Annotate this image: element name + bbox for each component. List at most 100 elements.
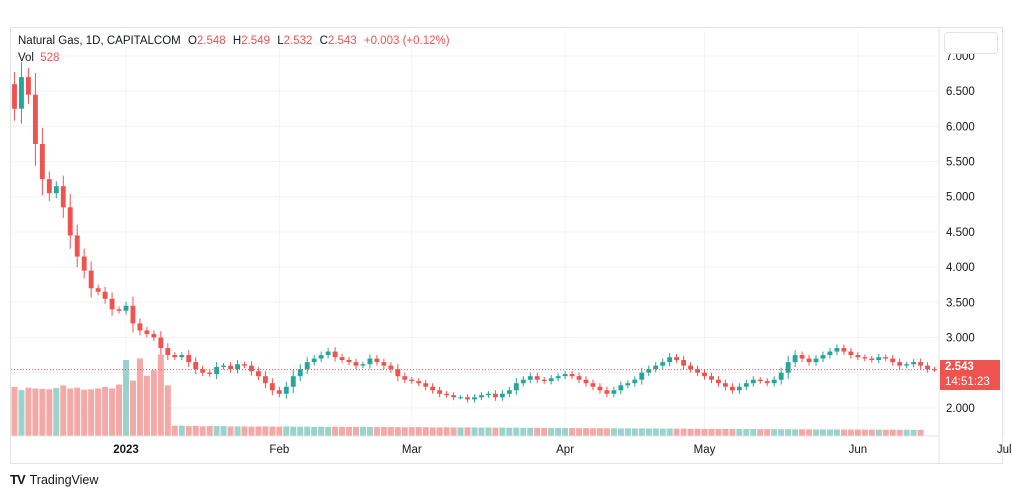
volume-bar	[11, 386, 18, 436]
time-tick-label: 2023	[113, 444, 139, 456]
time-tick-label: May	[694, 444, 716, 456]
volume-bar	[868, 429, 875, 436]
volume-bar	[171, 425, 178, 436]
volume-bar	[513, 427, 520, 436]
volume-bar	[109, 388, 116, 436]
volume-bar	[750, 429, 757, 436]
time-tick-label: Apr	[556, 444, 574, 456]
candle-body	[276, 390, 282, 394]
volume-bar	[269, 426, 276, 436]
candle-body	[109, 298, 115, 310]
price-tick-label: 3.500	[946, 297, 975, 309]
volume-bar	[241, 426, 248, 436]
volume-bar	[206, 426, 213, 436]
candle-body	[283, 386, 289, 394]
candle-body	[722, 383, 728, 387]
legend-close-value: 2.543	[327, 35, 357, 47]
volume-bar	[67, 388, 74, 436]
volume-bar	[178, 425, 185, 436]
volume-bar	[136, 358, 143, 436]
time-tick-label: Jun	[849, 444, 868, 456]
candle-body	[479, 395, 484, 398]
price-tick-label: 6.500	[946, 86, 975, 98]
candle-body	[611, 390, 617, 394]
volume-bar	[283, 426, 290, 436]
tradingview-logo-icon: TV	[10, 472, 26, 487]
volume-bar	[624, 428, 631, 436]
candle-body	[625, 383, 631, 386]
candle-body	[548, 378, 554, 382]
top-toolbar-strip	[0, 0, 1012, 26]
volume-bar	[164, 385, 171, 436]
candle-body	[25, 77, 31, 95]
candle-body	[325, 351, 331, 356]
candle-body	[158, 337, 164, 349]
volume-bar	[366, 427, 373, 436]
candle-body	[88, 270, 94, 289]
volume-bar	[248, 426, 255, 436]
candle-body	[472, 397, 477, 400]
volume-bar	[673, 428, 680, 436]
volume-bar	[729, 429, 736, 436]
candle-body	[729, 386, 735, 391]
candle-body	[499, 393, 505, 398]
candle-body	[681, 360, 687, 366]
volume-bar	[143, 375, 150, 436]
candle-body	[444, 393, 450, 396]
volume-bar	[833, 429, 840, 436]
volume-bar	[645, 428, 652, 436]
candle-body	[848, 351, 854, 356]
volume-bar	[46, 389, 53, 436]
volume-bar	[60, 385, 67, 436]
candle-body	[827, 351, 833, 356]
time-tick-label: Mar	[402, 444, 422, 456]
volume-bar	[387, 427, 394, 436]
legend-high-label: H	[232, 35, 242, 47]
tradingview-brand[interactable]: TV TradingView	[10, 472, 98, 487]
candle-body	[890, 358, 896, 363]
candle-body	[764, 381, 770, 384]
volume-bar	[826, 429, 833, 436]
candle-body	[918, 362, 924, 366]
volume-bar	[652, 428, 659, 436]
volume-bar	[443, 427, 450, 436]
price-tick-label: 5.500	[946, 157, 975, 169]
chart-frame[interactable]	[10, 27, 1003, 464]
candle-body	[144, 330, 150, 334]
volume-bar	[708, 428, 715, 436]
candle-body	[416, 381, 422, 384]
candle-body	[53, 186, 59, 194]
candle-body	[632, 379, 638, 384]
volume-bar	[276, 426, 283, 436]
candle-body	[597, 386, 603, 391]
candle-body	[395, 369, 401, 377]
candle-body	[688, 365, 694, 370]
legend-title: Natural Gas, 1D, CAPITALCOM	[18, 35, 181, 47]
candle-body	[46, 179, 52, 194]
candle-body	[506, 390, 512, 394]
volume-bar	[88, 389, 95, 436]
candle-body	[785, 362, 791, 373]
scale-mode-button[interactable]	[944, 32, 998, 54]
candle-body	[736, 386, 742, 391]
volume-bar	[694, 428, 701, 436]
volume-bar	[569, 428, 576, 436]
candle-body	[716, 379, 721, 384]
candle-body	[799, 355, 805, 359]
volume-bar	[590, 428, 596, 436]
legend-high-value: 2.549	[241, 35, 270, 47]
candle-body	[778, 372, 784, 380]
volume-bar	[596, 428, 603, 436]
volume-bar	[213, 426, 220, 436]
candle-body	[876, 357, 882, 360]
candle-body	[618, 385, 624, 391]
candle-body	[806, 358, 812, 363]
volume-bar	[882, 429, 889, 436]
volume-bar	[603, 428, 610, 436]
candle-body	[834, 348, 840, 352]
candle-body	[646, 369, 652, 373]
volume-bar	[666, 428, 673, 436]
candle-body	[451, 395, 457, 398]
legend-volume: Vol 528	[18, 52, 59, 64]
